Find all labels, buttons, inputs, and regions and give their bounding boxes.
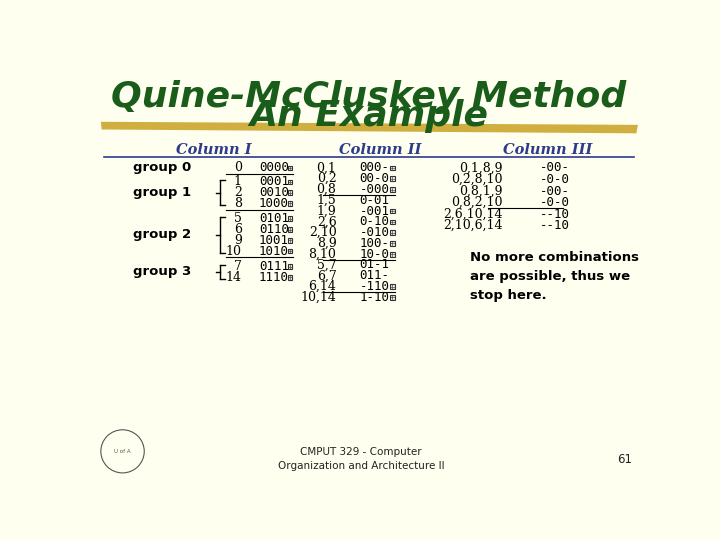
Bar bbox=[287, 179, 292, 184]
Bar bbox=[287, 264, 292, 269]
Text: 1,9: 1,9 bbox=[317, 205, 336, 218]
Text: 0: 0 bbox=[234, 161, 242, 174]
Text: Column II: Column II bbox=[339, 143, 422, 157]
Text: 61: 61 bbox=[618, 453, 632, 465]
Bar bbox=[390, 252, 395, 256]
Text: No more combinations
are possible, thus we
stop here.: No more combinations are possible, thus … bbox=[469, 251, 639, 302]
Text: 011-: 011- bbox=[360, 269, 390, 282]
Bar bbox=[390, 209, 395, 213]
Bar bbox=[287, 190, 292, 195]
Text: 0-10: 0-10 bbox=[360, 215, 390, 228]
Text: An Example: An Example bbox=[250, 99, 488, 133]
Text: 0,8,1,9: 0,8,1,9 bbox=[459, 185, 503, 198]
Text: 10-0: 10-0 bbox=[360, 248, 390, 261]
Text: --10: --10 bbox=[539, 208, 570, 221]
Text: 8,9: 8,9 bbox=[317, 237, 336, 250]
Bar bbox=[287, 249, 292, 253]
Bar bbox=[390, 231, 395, 235]
Text: 0-01: 0-01 bbox=[360, 194, 390, 207]
Text: Column III: Column III bbox=[503, 143, 592, 157]
Text: 1-10: 1-10 bbox=[360, 291, 390, 304]
Text: 1010: 1010 bbox=[259, 245, 289, 258]
Text: -00-: -00- bbox=[539, 161, 570, 174]
Text: 1,5: 1,5 bbox=[317, 194, 336, 207]
Text: -000: -000 bbox=[360, 183, 390, 196]
Text: 6,7: 6,7 bbox=[317, 269, 336, 282]
Text: 6,14: 6,14 bbox=[309, 280, 336, 293]
Text: 1001: 1001 bbox=[259, 234, 289, 247]
Text: 2,6,10,14: 2,6,10,14 bbox=[444, 208, 503, 221]
Bar bbox=[287, 238, 292, 242]
Text: Column I: Column I bbox=[176, 143, 252, 157]
Text: 0101: 0101 bbox=[259, 212, 289, 225]
Text: 0111: 0111 bbox=[259, 260, 289, 273]
Text: -001: -001 bbox=[360, 205, 390, 218]
Text: 7: 7 bbox=[234, 260, 242, 273]
Text: 0,1,8,9: 0,1,8,9 bbox=[459, 161, 503, 174]
Text: --10: --10 bbox=[539, 219, 570, 232]
Text: 10,14: 10,14 bbox=[300, 291, 336, 304]
Text: 2: 2 bbox=[234, 186, 242, 199]
Text: 0110: 0110 bbox=[259, 223, 289, 236]
Text: 000-: 000- bbox=[360, 161, 390, 174]
Text: CMPUT 329 - Computer
Organization and Architecture II: CMPUT 329 - Computer Organization and Ar… bbox=[278, 447, 444, 471]
Text: 14: 14 bbox=[226, 271, 242, 284]
Bar bbox=[390, 166, 395, 170]
Text: U of A: U of A bbox=[114, 449, 131, 454]
Text: Quine-McCluskey Method: Quine-McCluskey Method bbox=[112, 80, 626, 114]
Bar bbox=[287, 201, 292, 206]
Bar bbox=[287, 166, 292, 170]
Text: -0-0: -0-0 bbox=[539, 173, 570, 186]
Text: 0,2,8,10: 0,2,8,10 bbox=[451, 173, 503, 186]
Text: 0000: 0000 bbox=[259, 161, 289, 174]
Text: 0010: 0010 bbox=[259, 186, 289, 199]
Text: 1110: 1110 bbox=[259, 271, 289, 284]
Text: -00-: -00- bbox=[539, 185, 570, 198]
Text: 00-0: 00-0 bbox=[360, 172, 390, 185]
Text: 6: 6 bbox=[234, 223, 242, 236]
Bar bbox=[390, 295, 395, 300]
Bar bbox=[390, 220, 395, 224]
Bar bbox=[390, 241, 395, 246]
Bar bbox=[390, 187, 395, 192]
Text: 100-: 100- bbox=[360, 237, 390, 250]
Text: group 1: group 1 bbox=[132, 186, 191, 199]
Bar bbox=[287, 275, 292, 280]
Bar bbox=[390, 284, 395, 289]
Text: 8,10: 8,10 bbox=[309, 248, 336, 261]
Text: 1: 1 bbox=[234, 176, 242, 188]
Bar bbox=[287, 227, 292, 232]
Text: 0,8,2,10: 0,8,2,10 bbox=[451, 196, 503, 209]
Text: group 0: group 0 bbox=[132, 161, 191, 174]
Text: 8: 8 bbox=[234, 197, 242, 210]
Text: 01-1: 01-1 bbox=[360, 259, 390, 272]
Bar bbox=[390, 177, 395, 181]
Text: 2,10,6,14: 2,10,6,14 bbox=[444, 219, 503, 232]
Text: 0001: 0001 bbox=[259, 176, 289, 188]
Text: 9: 9 bbox=[234, 234, 242, 247]
Text: 2,10: 2,10 bbox=[309, 226, 336, 239]
Text: -010: -010 bbox=[360, 226, 390, 239]
Text: -0-0: -0-0 bbox=[539, 196, 570, 209]
Text: 1000: 1000 bbox=[259, 197, 289, 210]
Text: 10: 10 bbox=[226, 245, 242, 258]
Text: -110: -110 bbox=[360, 280, 390, 293]
Text: group 3: group 3 bbox=[132, 266, 191, 279]
Text: 5: 5 bbox=[234, 212, 242, 225]
Text: group 2: group 2 bbox=[132, 228, 191, 241]
Text: 0,1: 0,1 bbox=[317, 161, 336, 174]
Text: 0,2: 0,2 bbox=[317, 172, 336, 185]
Text: 2,6: 2,6 bbox=[317, 215, 336, 228]
Text: 5,7: 5,7 bbox=[317, 259, 336, 272]
Polygon shape bbox=[101, 122, 638, 133]
Text: 0,8: 0,8 bbox=[317, 183, 336, 196]
Bar bbox=[287, 217, 292, 221]
